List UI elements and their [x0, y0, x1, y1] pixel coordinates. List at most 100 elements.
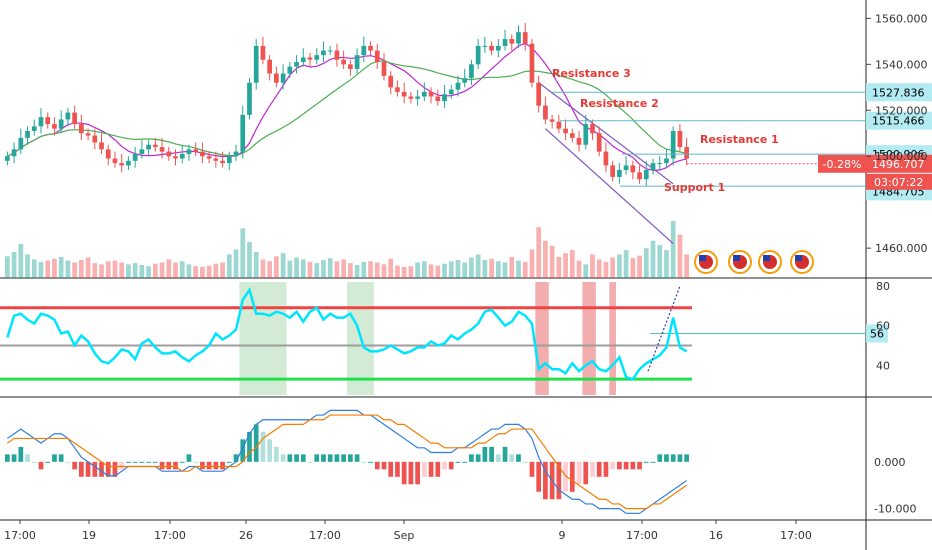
macd-histogram-bar — [152, 461, 158, 463]
volume-bar — [596, 259, 602, 278]
economic-event-icon[interactable] — [758, 250, 782, 274]
candle-body — [179, 153, 185, 159]
volume-bar — [657, 245, 663, 278]
candle-body — [240, 114, 246, 152]
macd-histogram-bar — [381, 461, 387, 470]
candle-body — [395, 87, 400, 92]
macd-histogram-bar — [495, 454, 501, 462]
candle-body — [260, 45, 266, 60]
volume-bar — [119, 262, 125, 278]
volume-bar — [173, 262, 178, 278]
macd-histogram-bar — [435, 461, 441, 477]
volume-bar — [569, 250, 575, 278]
economic-event-icon[interactable] — [790, 250, 814, 274]
volume-bar — [233, 249, 239, 278]
volume-bar — [354, 264, 360, 278]
annotation-label: Resistance 1 — [700, 133, 779, 146]
macd-histogram-bar — [267, 439, 273, 462]
macd-histogram-bar — [361, 461, 367, 463]
macd-histogram-bar — [92, 461, 98, 477]
macd-histogram-bar — [556, 461, 562, 500]
candle-body — [31, 126, 37, 131]
macd-histogram-bar — [388, 461, 394, 477]
macd-histogram-bar — [664, 454, 669, 462]
candle-body — [200, 151, 205, 157]
economic-event-icon[interactable] — [694, 250, 718, 274]
macd-histogram-bar — [287, 454, 293, 462]
macd-histogram-bar — [442, 461, 447, 470]
macd-histogram-bar — [139, 461, 145, 463]
macd-histogram-bar — [509, 454, 515, 462]
macd-histogram-bar — [502, 446, 508, 462]
macd-histogram-bar — [489, 446, 494, 462]
candle-body — [657, 163, 663, 165]
macd-histogram-bar — [327, 454, 333, 462]
volume-bar — [260, 259, 266, 278]
macd-histogram-bar — [31, 461, 37, 463]
volume-bar — [52, 258, 57, 278]
macd-histogram-bar — [65, 461, 71, 463]
candle-body — [173, 156, 178, 159]
candle-body — [536, 82, 542, 106]
candle-body — [348, 64, 353, 69]
candle-body — [18, 137, 24, 150]
candle-body — [233, 151, 239, 157]
time-tick-label: 26 — [239, 529, 253, 542]
candle-body — [583, 124, 589, 145]
time-tick-label: 17:00 — [154, 529, 186, 542]
volume-bar — [92, 263, 98, 278]
macd-histogram-bar — [105, 461, 111, 477]
price-tick-label: 1560.000 — [875, 12, 928, 25]
macd-histogram-bar — [72, 461, 77, 470]
macd-histogram-bar — [596, 461, 602, 477]
time-tick-label: 17:00 — [309, 529, 341, 542]
volume-bar — [341, 259, 346, 278]
time-tick-label: Sep — [394, 529, 415, 542]
candle-body — [327, 50, 333, 52]
candle-body — [166, 151, 172, 157]
macd-histogram-bar — [233, 454, 239, 462]
macd-histogram-bar — [85, 461, 91, 477]
candle-body — [213, 158, 219, 161]
candle-body — [617, 170, 622, 177]
volume-bar — [85, 257, 91, 278]
macd-histogram-bar — [536, 461, 542, 492]
macd-histogram-bar — [529, 461, 535, 477]
macd-histogram-bar — [45, 461, 51, 463]
volume-bar — [240, 228, 246, 278]
macd-histogram-bar — [52, 454, 57, 462]
volume-bar — [684, 254, 689, 278]
rsi-highlight — [609, 282, 617, 395]
price-tick-label: 1500.000 — [875, 150, 928, 163]
volume-bar — [307, 261, 313, 278]
economic-events[interactable] — [694, 250, 814, 274]
candle-body — [52, 124, 57, 129]
macd-histogram-bar — [206, 461, 212, 470]
macd-histogram-bar — [341, 454, 346, 462]
candle-body — [549, 119, 555, 122]
countdown-tag — [866, 173, 932, 190]
volume-bar — [206, 265, 212, 278]
volume-bar — [58, 256, 64, 278]
rsi-tick-label: 40 — [876, 359, 890, 372]
macd-histogram-bar — [421, 461, 427, 477]
volume-bar — [610, 257, 616, 278]
price-level-tag — [866, 83, 932, 102]
volume-bar — [159, 262, 165, 278]
annotations: Resistance 3 Resistance 2 Resistance 1 Supp… — [552, 67, 779, 194]
signal-line — [7, 414, 687, 510]
volume-bar — [395, 265, 400, 278]
macd-histogram-bar — [583, 461, 589, 485]
volume-bar — [556, 256, 562, 278]
macd-histogram-bar — [623, 461, 629, 470]
channel-lower — [545, 128, 674, 244]
volume-bar — [650, 240, 656, 278]
candle-body — [462, 78, 468, 83]
macd-histogram-bar — [576, 461, 582, 485]
volume-bar — [543, 240, 548, 278]
candle-body — [650, 163, 656, 171]
macd-histogram-bar — [482, 446, 488, 462]
economic-event-icon[interactable] — [728, 250, 752, 274]
volume-bar — [105, 261, 111, 278]
volume-bar — [146, 266, 151, 278]
